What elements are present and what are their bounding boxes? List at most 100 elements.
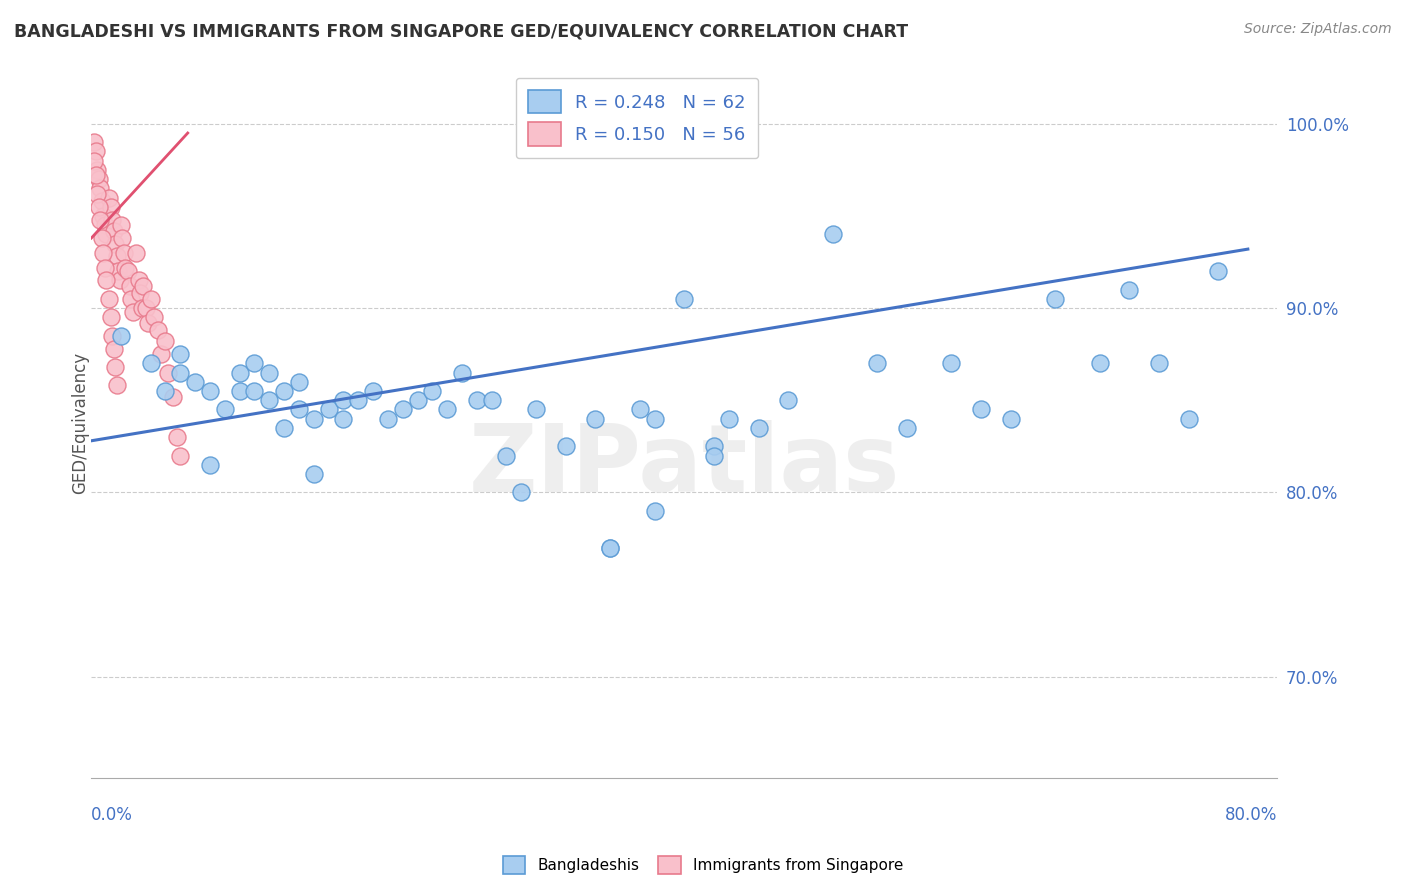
Point <box>121 305 143 319</box>
Point <box>184 375 207 389</box>
Point <box>100 200 122 214</box>
Point <box>821 227 844 242</box>
Point <box>146 323 169 337</box>
Point <box>406 393 429 408</box>
Point <box>120 292 142 306</box>
Legend: R = 0.248   N = 62, R = 0.150   N = 56: R = 0.248 N = 62, R = 0.150 N = 56 <box>516 78 758 158</box>
Point <box>599 541 621 555</box>
Point <box>941 356 963 370</box>
Point <box>83 153 105 168</box>
Text: ZIPatlas: ZIPatlas <box>468 420 900 512</box>
Point <box>110 328 132 343</box>
Point <box>436 402 458 417</box>
Point <box>198 458 221 472</box>
Point <box>391 402 413 417</box>
Point <box>510 485 533 500</box>
Point <box>101 212 124 227</box>
Point <box>131 301 153 315</box>
Point <box>228 366 250 380</box>
Point <box>703 439 725 453</box>
Point <box>1118 283 1140 297</box>
Point <box>155 334 177 349</box>
Point <box>83 135 105 149</box>
Point <box>142 310 165 325</box>
Point <box>86 162 108 177</box>
Point <box>89 212 111 227</box>
Point <box>273 421 295 435</box>
Point <box>129 286 152 301</box>
Point <box>1000 411 1022 425</box>
Point <box>318 402 340 417</box>
Point <box>157 366 180 380</box>
Point <box>155 384 177 398</box>
Point <box>84 145 107 159</box>
Legend: Bangladeshis, Immigrants from Singapore: Bangladeshis, Immigrants from Singapore <box>496 850 910 880</box>
Point <box>288 402 311 417</box>
Point <box>302 411 325 425</box>
Point <box>243 356 266 370</box>
Point <box>554 439 576 453</box>
Point <box>87 200 110 214</box>
Point <box>128 273 150 287</box>
Point <box>84 169 107 183</box>
Point <box>162 390 184 404</box>
Point <box>166 430 188 444</box>
Point <box>96 273 118 287</box>
Point <box>302 467 325 481</box>
Point <box>104 236 127 251</box>
Point <box>214 402 236 417</box>
Point <box>101 328 124 343</box>
Point <box>970 402 993 417</box>
Point <box>273 384 295 398</box>
Point <box>628 402 651 417</box>
Point <box>495 449 517 463</box>
Point <box>1088 356 1111 370</box>
Point <box>585 411 607 425</box>
Point <box>644 504 666 518</box>
Point <box>288 375 311 389</box>
Point <box>259 393 281 408</box>
Point <box>90 231 112 245</box>
Point <box>377 411 399 425</box>
Point <box>361 384 384 398</box>
Point <box>91 245 114 260</box>
Point <box>481 393 503 408</box>
Point <box>524 402 547 417</box>
Y-axis label: GED/Equivalency: GED/Equivalency <box>72 352 89 494</box>
Point <box>117 264 139 278</box>
Point <box>112 245 135 260</box>
Point <box>90 194 112 209</box>
Point <box>1177 411 1199 425</box>
Point <box>673 292 696 306</box>
Point <box>118 279 141 293</box>
Text: 0.0%: 0.0% <box>91 806 134 824</box>
Point <box>103 342 125 356</box>
Point <box>108 273 131 287</box>
Point <box>644 411 666 425</box>
Point <box>169 366 191 380</box>
Point <box>465 393 488 408</box>
Text: Source: ZipAtlas.com: Source: ZipAtlas.com <box>1244 22 1392 37</box>
Point <box>135 301 157 315</box>
Point <box>748 421 770 435</box>
Point <box>332 411 354 425</box>
Point <box>169 347 191 361</box>
Point <box>89 181 111 195</box>
Point <box>86 186 108 201</box>
Point <box>91 209 114 223</box>
Point <box>703 449 725 463</box>
Point <box>1043 292 1066 306</box>
Point <box>259 366 281 380</box>
Point <box>98 292 121 306</box>
Point <box>87 172 110 186</box>
Point <box>778 393 800 408</box>
Point <box>105 250 128 264</box>
Point <box>105 378 128 392</box>
Point <box>198 384 221 398</box>
Point <box>107 264 129 278</box>
Point <box>332 393 354 408</box>
Point <box>243 384 266 398</box>
Point <box>104 359 127 374</box>
Point <box>866 356 889 370</box>
Point <box>896 421 918 435</box>
